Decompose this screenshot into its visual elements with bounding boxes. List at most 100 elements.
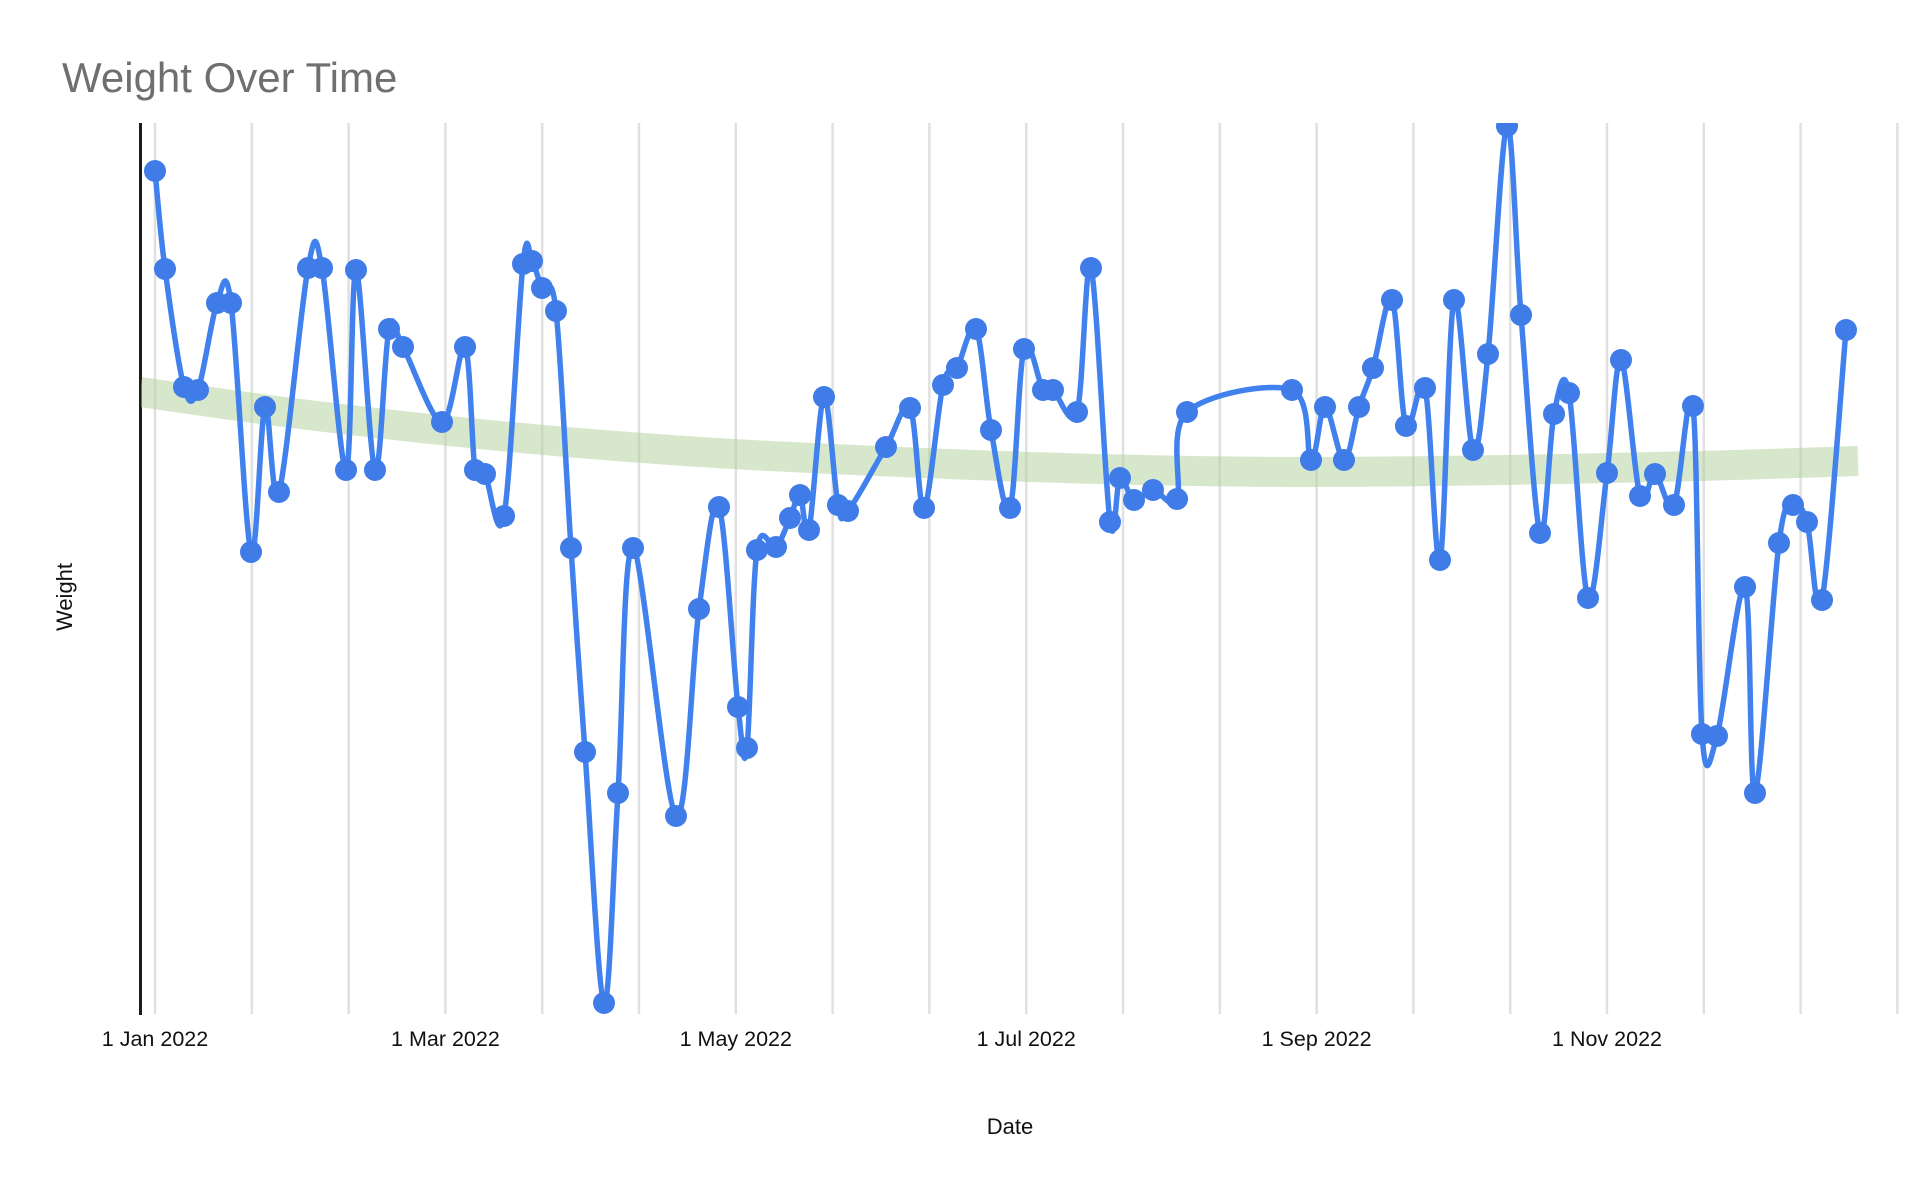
x-axis-tick-labels: 1 Jan 2022 1 Mar 2022 1 May 2022 1 Jul 2022… bbox=[102, 1027, 1662, 1051]
data-point-marker bbox=[220, 292, 242, 314]
data-point-marker bbox=[1835, 319, 1857, 341]
data-point-marker bbox=[1300, 449, 1322, 471]
data-point-marker bbox=[1381, 289, 1403, 311]
data-point-marker bbox=[1529, 522, 1551, 544]
x-tick-label: 1 Jan 2022 bbox=[102, 1027, 208, 1051]
data-point-marker bbox=[454, 336, 476, 358]
data-point-marker bbox=[1510, 304, 1532, 326]
data-point-marker bbox=[1142, 479, 1164, 501]
data-point-marker bbox=[727, 696, 749, 718]
data-point-marker bbox=[1099, 511, 1121, 533]
data-point-marker bbox=[493, 505, 515, 527]
data-point-marker bbox=[1429, 549, 1451, 571]
data-point-marker bbox=[688, 598, 710, 620]
data-point-marker bbox=[736, 737, 758, 759]
data-point-marker bbox=[999, 497, 1021, 519]
data-point-marker bbox=[392, 336, 414, 358]
trend-line bbox=[141, 377, 1859, 488]
data-point-marker bbox=[378, 318, 400, 340]
data-point-marker bbox=[1477, 343, 1499, 365]
data-point-marker bbox=[765, 536, 787, 558]
data-point-marker bbox=[607, 782, 629, 804]
data-point-marker bbox=[899, 397, 921, 419]
data-point-marker bbox=[1109, 467, 1131, 489]
data-point-marker bbox=[335, 459, 357, 481]
data-point-marker bbox=[1080, 257, 1102, 279]
data-point-marker bbox=[875, 436, 897, 458]
y-axis-title: Weight bbox=[52, 563, 77, 631]
data-point-marker bbox=[1811, 589, 1833, 611]
data-point-marker bbox=[474, 463, 496, 485]
data-point-marker bbox=[980, 419, 1002, 441]
data-point-marker bbox=[708, 496, 730, 518]
data-point-marker bbox=[1496, 123, 1518, 137]
x-tick-label: 1 Nov 2022 bbox=[1552, 1027, 1662, 1051]
data-point-marker bbox=[1768, 532, 1790, 554]
data-point-marker bbox=[1281, 379, 1303, 401]
data-point-marker bbox=[1682, 395, 1704, 417]
data-point-marker bbox=[1414, 377, 1436, 399]
data-point-marker bbox=[1734, 576, 1756, 598]
data-point-marker bbox=[1796, 511, 1818, 533]
x-tick-label: 1 Sep 2022 bbox=[1262, 1027, 1372, 1051]
x-tick-label: 1 Jul 2022 bbox=[977, 1027, 1076, 1051]
data-point-marker bbox=[813, 386, 835, 408]
data-point-marker bbox=[364, 459, 386, 481]
data-point-marker bbox=[1610, 349, 1632, 371]
data-point-marker bbox=[1176, 401, 1198, 423]
data-point-marker bbox=[1333, 449, 1355, 471]
x-tick-label: 1 Mar 2022 bbox=[391, 1027, 500, 1051]
data-point-marker bbox=[622, 537, 644, 559]
x-axis-title: Date bbox=[987, 1114, 1033, 1139]
weight-series-line bbox=[152, 123, 1849, 1006]
data-point-marker bbox=[144, 160, 166, 182]
data-point-marker bbox=[1013, 338, 1035, 360]
data-point-marker bbox=[240, 541, 262, 563]
data-point-marker bbox=[1362, 357, 1384, 379]
data-point-marker bbox=[665, 805, 687, 827]
data-point-marker bbox=[1706, 725, 1728, 747]
data-point-marker bbox=[746, 539, 768, 561]
data-point-marker bbox=[913, 497, 935, 519]
data-point-marker bbox=[1629, 485, 1651, 507]
data-point-marker bbox=[779, 507, 801, 529]
data-point-marker bbox=[1066, 401, 1088, 423]
data-point-marker bbox=[254, 396, 276, 418]
data-point-marker bbox=[1395, 415, 1417, 437]
data-point-marker bbox=[431, 411, 453, 433]
data-point-marker bbox=[154, 258, 176, 280]
data-point-marker bbox=[1596, 462, 1618, 484]
data-point-marker bbox=[789, 484, 811, 506]
data-point-marker bbox=[345, 259, 367, 281]
data-point-marker bbox=[1782, 494, 1804, 516]
data-point-marker bbox=[1462, 439, 1484, 461]
x-tick-label: 1 May 2022 bbox=[680, 1027, 792, 1051]
data-point-marker bbox=[1348, 396, 1370, 418]
vertical-gridlines bbox=[153, 123, 1899, 1014]
data-point-marker bbox=[531, 277, 553, 299]
data-point-marker bbox=[1577, 587, 1599, 609]
data-point-marker bbox=[1744, 782, 1766, 804]
series-layer bbox=[141, 123, 1859, 1014]
data-point-marker bbox=[946, 357, 968, 379]
data-point-marker bbox=[932, 374, 954, 396]
data-point-marker bbox=[837, 500, 859, 522]
data-point-marker bbox=[965, 318, 987, 340]
data-point-marker bbox=[593, 992, 615, 1014]
data-point-marker bbox=[1443, 289, 1465, 311]
data-point-marker bbox=[187, 379, 209, 401]
chart-title: Weight Over Time bbox=[62, 54, 397, 101]
data-point-marker bbox=[1644, 463, 1666, 485]
data-point-marker bbox=[574, 741, 596, 763]
data-point-marker bbox=[1042, 379, 1064, 401]
data-point-marker bbox=[798, 519, 820, 541]
data-point-marker bbox=[560, 537, 582, 559]
data-point-marker bbox=[1663, 494, 1685, 516]
data-point-marker bbox=[268, 481, 290, 503]
data-point-marker bbox=[1314, 396, 1336, 418]
data-point-marker bbox=[545, 300, 567, 322]
data-point-marker bbox=[311, 257, 333, 279]
data-point-marker bbox=[521, 250, 543, 272]
